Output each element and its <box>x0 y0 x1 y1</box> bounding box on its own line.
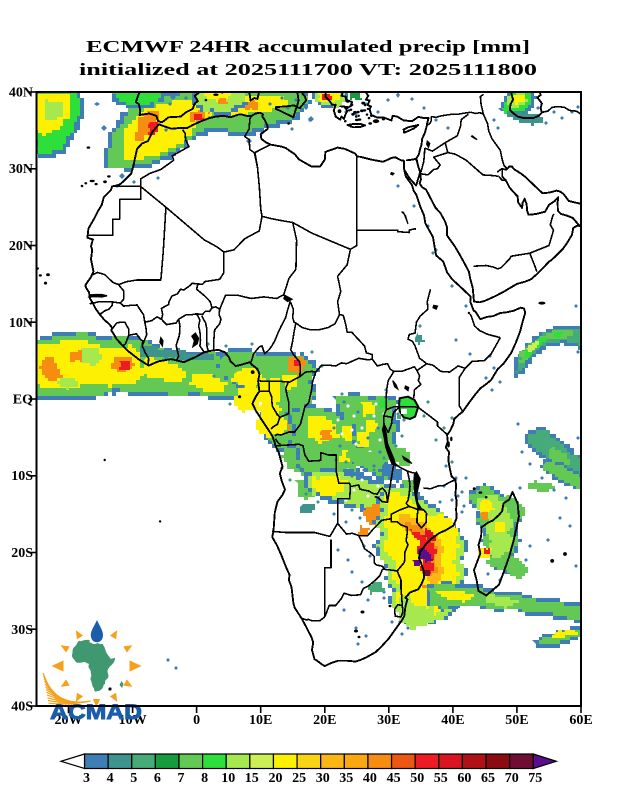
svg-text:ECMWF 24HR accumulated precip: ECMWF 24HR accumulated precip [mm] <box>86 37 530 56</box>
svg-text:20S: 20S <box>11 546 33 561</box>
svg-text:3: 3 <box>83 771 90 786</box>
svg-text:35: 35 <box>339 771 353 786</box>
svg-text:40S: 40S <box>11 700 33 715</box>
svg-text:6: 6 <box>154 771 161 786</box>
svg-text:40E: 40E <box>441 713 464 728</box>
svg-text:20E: 20E <box>313 713 336 728</box>
svg-text:40N: 40N <box>9 86 33 101</box>
svg-text:30S: 30S <box>11 623 33 638</box>
svg-text:10N: 10N <box>9 316 33 331</box>
svg-text:15: 15 <box>245 771 259 786</box>
svg-text:10S: 10S <box>11 469 33 484</box>
svg-text:EQ: EQ <box>13 393 33 408</box>
svg-text:50: 50 <box>410 771 424 786</box>
svg-text:30E: 30E <box>377 713 400 728</box>
svg-text:5: 5 <box>130 771 137 786</box>
svg-text:55: 55 <box>434 771 448 786</box>
svg-text:70: 70 <box>505 771 519 786</box>
svg-text:75: 75 <box>528 771 542 786</box>
svg-text:20: 20 <box>269 771 283 786</box>
svg-text:20N: 20N <box>9 239 33 254</box>
svg-text:50E: 50E <box>505 713 528 728</box>
svg-text:4: 4 <box>107 771 114 786</box>
svg-text:45: 45 <box>387 771 401 786</box>
svg-text:8: 8 <box>201 771 208 786</box>
svg-text:65: 65 <box>481 771 495 786</box>
svg-text:10E: 10E <box>249 713 272 728</box>
svg-text:60E: 60E <box>569 713 592 728</box>
svg-text:20W: 20W <box>55 713 83 728</box>
svg-text:7: 7 <box>178 771 185 786</box>
svg-text:25: 25 <box>292 771 306 786</box>
svg-text:0: 0 <box>193 713 200 728</box>
svg-text:30: 30 <box>316 771 330 786</box>
svg-text:10W: 10W <box>119 713 147 728</box>
svg-text:60: 60 <box>457 771 471 786</box>
svg-text:initialized at 2025111700 VT:: initialized at 2025111700 VT: 2025111800 <box>79 60 537 79</box>
svg-text:10: 10 <box>221 771 235 786</box>
svg-text:30N: 30N <box>9 162 33 177</box>
svg-text:40: 40 <box>363 771 377 786</box>
svg-text:ACMAD: ACMAD <box>50 701 142 724</box>
